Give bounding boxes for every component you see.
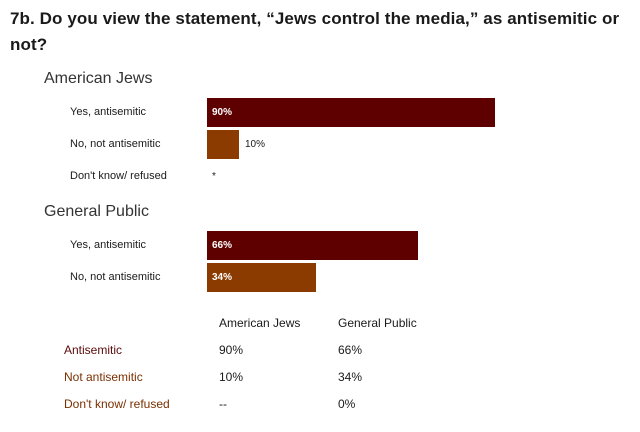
bar — [207, 98, 495, 127]
table-cell: -- — [219, 397, 227, 411]
table-row-label: Don't know/ refused — [64, 397, 170, 411]
table-cell: 66% — [338, 343, 363, 357]
bar — [207, 263, 316, 292]
table-row-label: Antisemitic — [64, 343, 123, 357]
bar-value-label: 34% — [212, 272, 233, 283]
bar-value-label: 66% — [212, 240, 233, 251]
bar — [207, 130, 239, 159]
bar — [207, 231, 419, 260]
bar-category-label: Yes, antisemitic — [70, 106, 147, 118]
bar-category-label: Don't know/ refused — [70, 170, 167, 182]
table-cell: 34% — [338, 370, 363, 384]
chart-title: 7b. Do you view the statement, “Jews con… — [10, 9, 620, 54]
table-cell: 0% — [338, 397, 356, 411]
table-row-label: Not antisemitic — [64, 370, 143, 384]
table-cell: 10% — [219, 370, 244, 384]
bar-value-label: 10% — [245, 139, 266, 150]
bar-category-label: Yes, antisemitic — [70, 239, 147, 251]
bar-category-label: No, not antisemitic — [70, 271, 161, 283]
bar-value-label: 90% — [212, 107, 233, 118]
bar-value-label: * — [212, 171, 216, 182]
group-label: General Public — [44, 203, 149, 220]
table-cell: 90% — [219, 343, 244, 357]
table-col-general-public: General Public — [338, 316, 417, 330]
group-label: American Jews — [44, 70, 153, 87]
bar-category-label: No, not antisemitic — [70, 138, 161, 150]
table-col-american-jews: American Jews — [219, 316, 301, 330]
